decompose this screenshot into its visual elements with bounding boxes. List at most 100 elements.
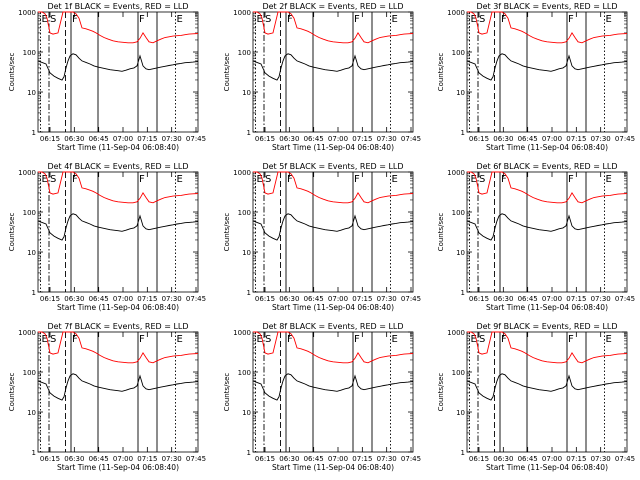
x-tick-label: 06:30 [493,135,513,143]
series-black-events-line [252,213,414,241]
y-tick-label: 1 [461,289,465,297]
x-tick-label: 07:15 [566,135,586,143]
plot-frame [252,331,414,453]
marker-label: E [177,174,183,185]
y-tick-label: 100 [452,369,465,377]
marker-label: F [287,334,293,345]
x-tick-label: 07:15 [352,455,372,463]
y-axis-label: Counts/sec [437,373,445,412]
marker-label: E [471,174,477,185]
x-tick-label: 06:45 [304,135,324,143]
marker-label: F [139,334,145,345]
chart-panel-8: Det 8f BLACK = Events, RED = LLD 1 10 100 10… [223,322,421,472]
x-tick-label: 07:00 [113,135,133,143]
marker-label: F [354,334,360,345]
x-tick-label: 07:45 [186,295,206,303]
x-tick-label: 06:15 [255,295,275,303]
marker-label: E [42,334,48,345]
chart-panel-2: Det 2f BLACK = Events, RED = LLD 1 10 100 10… [223,2,421,152]
x-tick-label: 07:30 [591,295,611,303]
x-axis-label: Start Time (11-Sep-04 06:08:40) [272,463,394,472]
marker-label: F [287,14,293,25]
marker-label: E [606,334,612,345]
y-tick-label: 1 [32,129,36,137]
x-tick-label: 06:30 [493,295,513,303]
x-tick-label: 07:15 [352,135,372,143]
chart-title: Det 8f BLACK = Events, RED = LLD [262,322,403,331]
marker-label: E [42,14,48,25]
y-tick-label: 1000 [18,169,36,177]
series-black-events-line [466,373,628,401]
x-tick-label: 06:30 [493,455,513,463]
x-tick-label: 06:30 [279,455,299,463]
marker-label: E [257,174,263,185]
y-tick-label: 1000 [18,9,36,17]
x-tick-label: 06:15 [469,295,489,303]
chart-panel-9: Det 9f BLACK = Events, RED = LLD 1 10 100 10… [437,322,635,472]
y-tick-label: 1000 [233,9,251,17]
marker-label: E [177,14,183,25]
plot-frame [466,171,628,293]
marker-label: F [501,14,507,25]
marker-label: S [265,334,271,345]
marker-label: F [501,334,507,345]
x-tick-label: 06:15 [255,455,275,463]
x-tick-label: 06:30 [64,455,84,463]
chart-title: Det 9f BLACK = Events, RED = LLD [476,322,617,331]
marker-label: E [257,334,263,345]
x-tick-label: 06:45 [304,295,324,303]
y-tick-label: 100 [238,369,251,377]
y-tick-label: 1000 [447,169,465,177]
x-tick-label: 07:00 [542,295,562,303]
x-tick-label: 07:15 [566,455,586,463]
x-tick-label: 07:45 [186,135,206,143]
marker-label: S [265,14,271,25]
x-tick-label: 06:45 [304,455,324,463]
y-axis-label: Counts/sec [8,213,16,252]
x-tick-label: 06:45 [89,295,109,303]
series-black-events-line [37,373,199,401]
marker-label: E [392,14,398,25]
chart-title: Det 3f BLACK = Events, RED = LLD [476,2,617,11]
marker-label: F [354,14,360,25]
y-tick-label: 1 [461,449,465,457]
marker-label: F [568,334,574,345]
series-red-lld-line [253,171,414,204]
x-tick-label: 07:00 [542,455,562,463]
marker-label: S [50,14,56,25]
marker-label: E [606,14,612,25]
plot-frame [37,171,199,293]
y-tick-label: 10 [242,409,251,417]
x-tick-label: 06:30 [279,135,299,143]
marker-label: F [139,174,145,185]
x-tick-label: 07:00 [113,295,133,303]
series-black-events-line [252,53,414,81]
x-tick-label: 07:00 [113,455,133,463]
x-tick-label: 07:45 [401,135,421,143]
y-tick-label: 10 [27,249,36,257]
x-tick-label: 06:30 [64,295,84,303]
y-tick-label: 1 [247,129,251,137]
y-tick-label: 10 [242,249,251,257]
x-tick-label: 07:30 [377,455,397,463]
x-tick-label: 06:30 [279,295,299,303]
y-axis-label: Counts/sec [8,53,16,92]
marker-label: E [177,334,183,345]
x-tick-label: 07:30 [377,135,397,143]
y-axis-label: Counts/sec [8,373,16,412]
chart-title: Det 6f BLACK = Events, RED = LLD [476,162,617,171]
y-tick-label: 1000 [233,329,251,337]
y-tick-label: 10 [27,89,36,97]
plot-frame [466,11,628,133]
y-tick-label: 1 [32,449,36,457]
y-tick-label: 100 [23,369,36,377]
y-axis-label: Counts/sec [437,213,445,252]
y-tick-label: 100 [23,49,36,57]
y-axis-label: Counts/sec [223,213,231,252]
marker-label: F [72,14,78,25]
y-tick-label: 100 [238,49,251,57]
y-tick-label: 10 [456,89,465,97]
y-tick-label: 1 [461,129,465,137]
